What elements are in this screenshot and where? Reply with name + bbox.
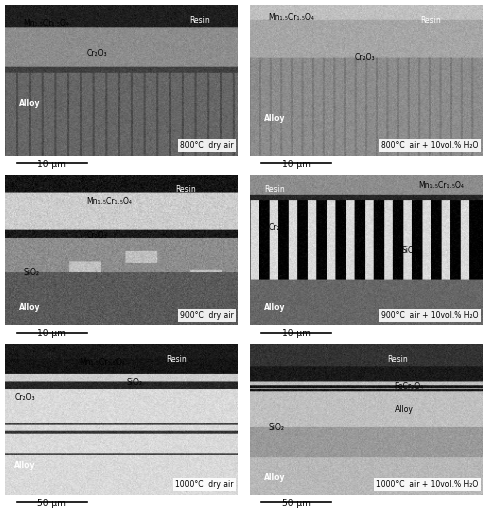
Text: FeCr₂O₄: FeCr₂O₄ [394,382,424,391]
Text: Alloy: Alloy [19,303,41,312]
Text: Alloy: Alloy [264,473,285,482]
Text: 10 μm: 10 μm [37,329,66,338]
Text: 800°C  dry air: 800°C dry air [180,141,233,150]
Text: Resin: Resin [166,355,187,364]
Text: Cr₂O₃: Cr₂O₃ [355,54,375,62]
Text: 10 μm: 10 μm [37,160,66,168]
Text: SiO₂: SiO₂ [23,268,40,278]
Text: Cr₂O₃: Cr₂O₃ [14,392,35,402]
Text: Alloy: Alloy [264,303,285,312]
Text: Cr₂O₃: Cr₂O₃ [86,49,107,58]
Text: Mn₁.₅Cr₁.₅O₄: Mn₁.₅Cr₁.₅O₄ [418,181,464,190]
Text: Mn₁.₅Cr₁.₅O₄: Mn₁.₅Cr₁.₅O₄ [86,197,132,207]
Text: Resin: Resin [264,185,285,194]
Text: 10 μm: 10 μm [282,329,311,338]
Text: SiO₂: SiO₂ [126,377,142,387]
Text: Resin: Resin [189,16,210,25]
Text: Alloy: Alloy [14,460,36,470]
Text: 50 μm: 50 μm [282,499,311,508]
Text: Resin: Resin [420,16,441,25]
Text: Resin: Resin [175,185,196,194]
Text: SiO₂: SiO₂ [268,423,285,432]
Text: 900°C  dry air: 900°C dry air [180,311,233,320]
Text: 50 μm: 50 μm [37,499,66,508]
Text: Alloy: Alloy [394,405,413,414]
Text: 1000°C  air + 10vol.% H₂O: 1000°C air + 10vol.% H₂O [376,480,478,489]
Text: Resin: Resin [388,355,408,364]
Text: 10 μm: 10 μm [282,160,311,168]
Text: SiO₂: SiO₂ [402,246,417,255]
Text: 1000°C  dry air: 1000°C dry air [175,480,233,489]
Text: Cr₂O₃: Cr₂O₃ [268,223,289,232]
Text: Alloy: Alloy [19,99,41,108]
Text: Mn₁.₅Cr₁.₅O₄: Mn₁.₅Cr₁.₅O₄ [23,19,69,28]
Text: Alloy: Alloy [264,114,285,123]
Text: Cr₂O₃: Cr₂O₃ [86,231,107,239]
Text: Mn₁.₅Cr₁.₅O₄: Mn₁.₅Cr₁.₅O₄ [80,358,125,367]
Text: 800°C  air + 10vol.% H₂O: 800°C air + 10vol.% H₂O [381,141,478,150]
Text: 900°C  air + 10vol.% H₂O: 900°C air + 10vol.% H₂O [381,311,478,320]
Text: Mn₁.₅Cr₁.₅O₄: Mn₁.₅Cr₁.₅O₄ [268,13,314,22]
